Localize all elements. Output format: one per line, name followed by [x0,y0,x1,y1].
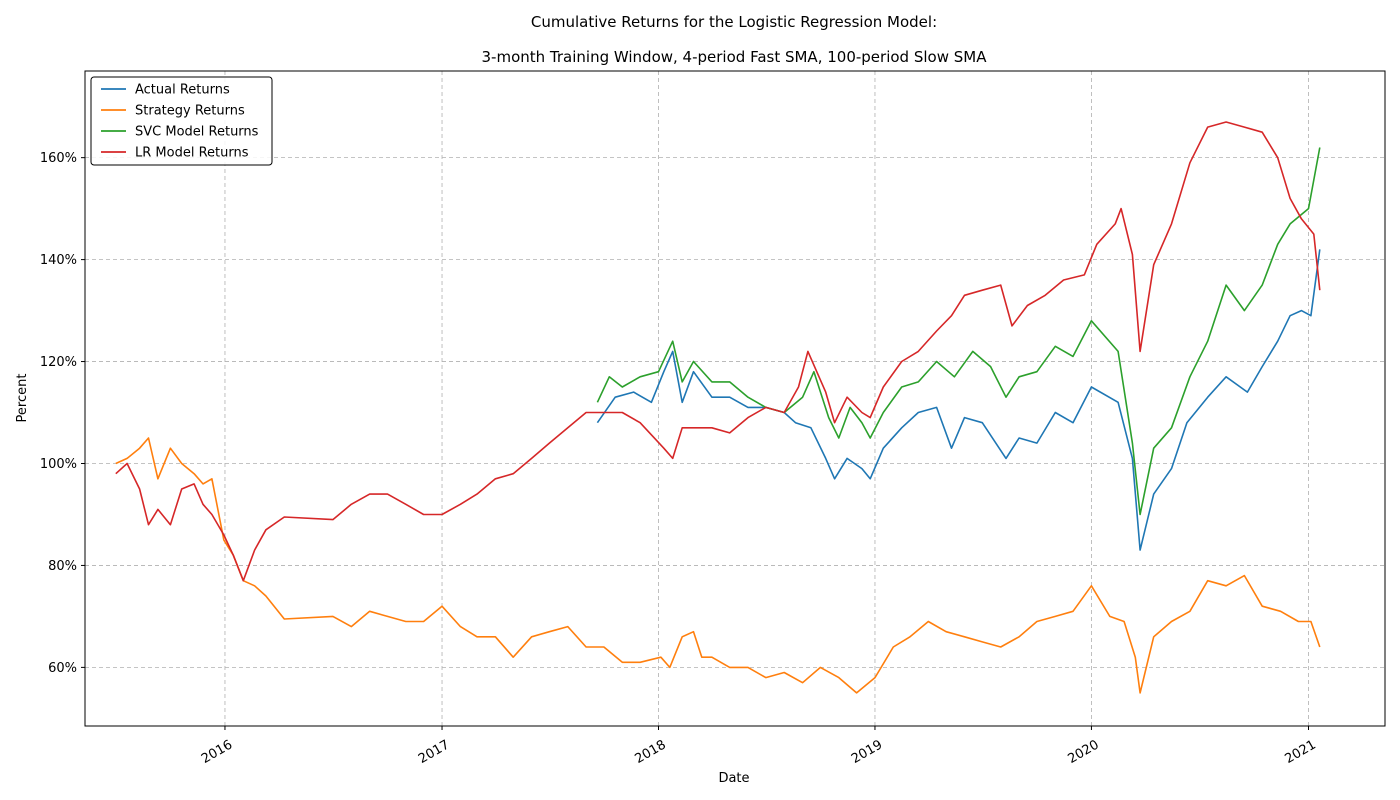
plot-area-frame [84,70,1386,727]
y-tick-label: 60% [48,661,77,676]
y-tick-label: 120% [40,355,77,370]
chart-title: Cumulative Returns for the Logistic Regr… [531,13,937,31]
series-line-svc-model-returns [596,147,1321,516]
legend-label-actual-returns: Actual Returns [135,83,230,98]
legend-label-strategy-returns: Strategy Returns [135,104,245,119]
y-tick-label: 100% [40,457,77,472]
y-tick-label: 140% [40,253,77,268]
series-line-lr-model-returns [115,121,1321,582]
chart-subtitle: 3-month Training Window, 4-period Fast S… [482,48,988,66]
y-tick-label: 160% [40,151,77,166]
series-lines [115,121,1321,694]
legend: Actual Returns Strategy Returns SVC Model … [90,76,273,166]
y-axis-ticks: 60% 80% 100% 120% 140% 160% [40,151,85,676]
x-axis-label: Date [718,771,749,786]
legend-entries: Actual Returns Strategy Returns SVC Model … [101,83,259,161]
legend-box [90,76,273,166]
legend-label-svc-model-returns: SVC Model Returns [135,125,259,140]
series-line-strategy-returns [115,437,1321,694]
legend-label-lr-model-returns: LR Model Returns [135,146,249,161]
y-tick-label: 80% [48,559,77,574]
series-line-actual-returns [596,249,1321,551]
y-axis-label: Percent [15,374,30,423]
